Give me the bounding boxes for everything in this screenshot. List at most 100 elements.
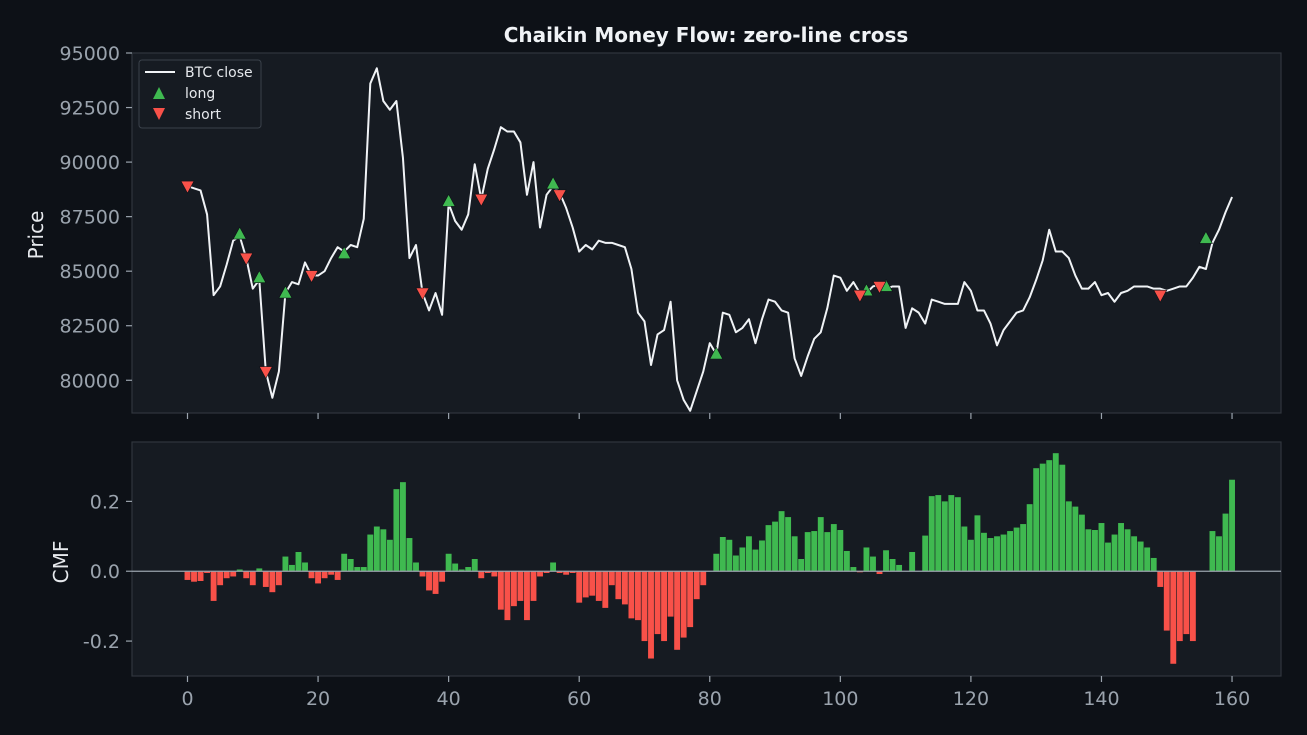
cmf-bar [197,571,204,581]
cmf-bar [582,571,589,598]
cmf-bar [726,539,733,572]
cmf-bar [478,571,485,579]
cmf-bar [752,549,759,572]
price-y-tick-label: 85000 [60,261,120,283]
short-marker [1153,289,1168,303]
cmf-bar [1078,514,1085,572]
cmf-bar [1157,571,1164,587]
cmf-bar [347,559,354,572]
cmf-bar [471,559,478,572]
cmf-bar [367,534,374,572]
cmf-bar [941,501,948,572]
cmf-bar [256,568,263,572]
cmf-bar [870,556,876,572]
cmf-bar [550,562,557,572]
long-marker [709,346,724,360]
cmf-bar [667,571,674,617]
cmf-bar [576,571,583,603]
cmf-bar [687,571,694,628]
cmf-panel: CMF -0.2 0.0 0.2 0 20 40 60 80 100 120 140 160 [49,441,1282,710]
cmf-bar [230,571,237,577]
cmf-bar [1000,534,1007,572]
cmf-bar [837,530,844,572]
cmf-bar [439,571,446,582]
cmf-bar [1085,529,1092,572]
cmf-bar [399,482,406,572]
cmf-bar [746,536,752,572]
cmf-bar [262,571,269,587]
cmf-bar [961,526,968,572]
cmf-bar [1131,536,1138,572]
cmf-bar [1007,531,1014,572]
cmf-bar [543,571,550,573]
legend-short-swatch [153,108,165,120]
cmf-y-axis-label: CMF [49,541,73,584]
chart-title: Chaikin Money Flow: zero-line cross [504,23,909,47]
cmf-bar [719,537,726,572]
cmf-bar [1026,504,1033,572]
legend-label-short: short [185,107,221,123]
cmf-bar [328,571,335,575]
cmf-bar [1052,453,1059,572]
cmf-bar [445,553,452,572]
cmf-x-tick-label: 60 [567,688,591,710]
cmf-x-tick-label: 140 [1083,688,1119,710]
cmf-bar [217,571,224,586]
cmf-bar [987,538,994,572]
short-marker [852,289,867,303]
cmf-bar [497,571,504,610]
price-x-ticks [186,413,1233,419]
cmf-bar [811,531,818,572]
cmf-x-tick-label: 20 [306,688,330,710]
cmf-bar [413,562,419,572]
cmf-bar [184,571,191,580]
cmf-bar [484,571,491,573]
cmf-bar [680,571,687,638]
cmf-bar [785,517,792,572]
cmf-bar [863,547,870,572]
price-panel: Price 80000 82500 85000 87500 90000 92500 9500… [24,43,1282,419]
cmf-bar [817,517,824,572]
cmf-bar [269,571,276,593]
cmf-bar [302,562,308,572]
cmf-x-tick-label: 80 [698,688,722,710]
cmf-bar [1229,479,1235,572]
cmf-bar [524,571,530,621]
short-marker [258,366,273,380]
cmf-bar [935,495,942,572]
cmf-bar [1170,571,1177,664]
cmf-bar [210,571,217,601]
cmf-bar [648,571,654,659]
cmf-bar [569,571,576,573]
cmf-bar [406,538,413,572]
cmf-bar [1118,523,1124,572]
cmf-bar [1072,506,1079,572]
cmf-bar [556,571,563,573]
cmf-bar [236,569,243,572]
short-marker [180,180,195,194]
cmf-bar [1144,547,1151,572]
cmf-bar [1111,534,1118,572]
cmf-bar [621,571,628,605]
cmf-x-ticks: 0 20 40 60 80 100 120 140 160 [181,676,1250,710]
cmf-bar [1065,501,1072,572]
cmf-bar [510,571,517,607]
cmf-x-tick-label: 120 [953,688,989,710]
cmf-bar [419,571,426,577]
cmf-y-tick-label: 0.2 [90,491,120,513]
cmf-bar [967,539,974,572]
cmf-bar [452,563,459,572]
price-y-tick-label: 80000 [60,370,120,392]
cmf-bar [191,571,197,582]
cmf-bars [184,453,1235,664]
cmf-bar [772,521,778,572]
cmf-bar [804,532,811,572]
cmf-bar [458,569,465,572]
cmf-bar [321,571,328,579]
price-y-tick-label: 92500 [60,98,120,120]
cmf-bar [948,495,955,572]
cmf-bar [739,547,746,572]
cmf-bar [595,571,602,601]
cmf-bar [1105,542,1111,572]
cmf-bar [1098,523,1105,572]
